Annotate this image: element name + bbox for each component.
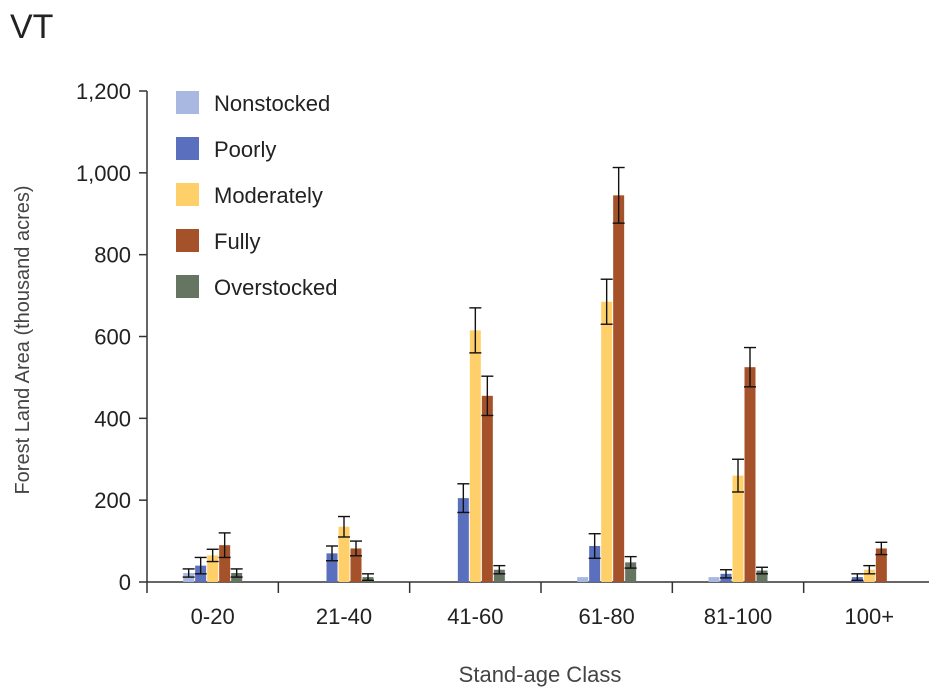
bar-fully-0-20 <box>219 545 231 582</box>
legend-label-overstocked: Overstocked <box>214 275 338 300</box>
bar-moderately-41-60 <box>469 330 481 582</box>
bar-moderately-0-20 <box>207 555 219 582</box>
y-axis: 0 200 400 600 800 1,000 1,200 <box>76 79 148 595</box>
bar-nonstocked-61-80 <box>577 577 589 582</box>
legend-label-poorly: Poorly <box>214 137 276 162</box>
legend-label-nonstocked: Nonstocked <box>214 91 330 116</box>
y-tick-label: 0 <box>119 570 131 595</box>
y-tick-label: 1,000 <box>76 161 131 186</box>
legend-swatch-nonstocked <box>176 91 199 114</box>
bar-fully-21-40 <box>350 548 362 582</box>
bar-moderately-81-100 <box>732 475 744 582</box>
legend-swatch-moderately <box>176 183 199 206</box>
bar-moderately-21-40 <box>338 526 350 582</box>
bar-fully-41-60 <box>481 395 493 582</box>
bar-overstocked-61-80 <box>625 562 637 582</box>
bar-poorly-21-40 <box>326 553 338 582</box>
x-tick-label: 0-20 <box>191 604 235 629</box>
x-axis: 0-20 21-40 41-60 61-80 81-100 100+ <box>146 581 929 629</box>
bar-poorly-41-60 <box>457 498 469 582</box>
bar-overstocked-81-100 <box>756 570 768 582</box>
legend: Nonstocked Poorly Moderately Fully Overstock… <box>176 91 338 300</box>
legend-label-fully: Fully <box>214 229 260 254</box>
x-tick-label: 21-40 <box>316 604 372 629</box>
x-tick-label: 61-80 <box>579 604 635 629</box>
bar-moderately-100+ <box>863 569 875 582</box>
x-tick-label: 81-100 <box>704 604 773 629</box>
bar-fully-81-100 <box>744 367 756 582</box>
bar-poorly-61-80 <box>589 545 601 582</box>
y-tick-label: 400 <box>94 406 131 431</box>
y-tick-label: 800 <box>94 243 131 268</box>
x-axis-label: Stand-age Class <box>459 662 622 687</box>
bar-nonstocked-81-100 <box>708 577 720 582</box>
legend-swatch-poorly <box>176 137 199 160</box>
x-tick-label: 41-60 <box>447 604 503 629</box>
bar-overstocked-41-60 <box>493 569 505 582</box>
bar-moderately-61-80 <box>601 301 613 582</box>
legend-label-moderately: Moderately <box>214 183 323 208</box>
bar-fully-61-80 <box>613 195 625 582</box>
legend-swatch-fully <box>176 229 199 252</box>
y-tick-label: 600 <box>94 325 131 350</box>
x-tick-label: 100+ <box>845 604 895 629</box>
legend-swatch-overstocked <box>176 275 199 298</box>
bars-layer <box>182 166 888 582</box>
y-tick-label: 1,200 <box>76 79 131 104</box>
chart-title: VT <box>10 8 54 46</box>
y-tick-label: 200 <box>94 488 131 513</box>
y-axis-label: Forest Land Area (thousand acres) <box>12 185 34 494</box>
bar-fully-100+ <box>875 548 887 582</box>
